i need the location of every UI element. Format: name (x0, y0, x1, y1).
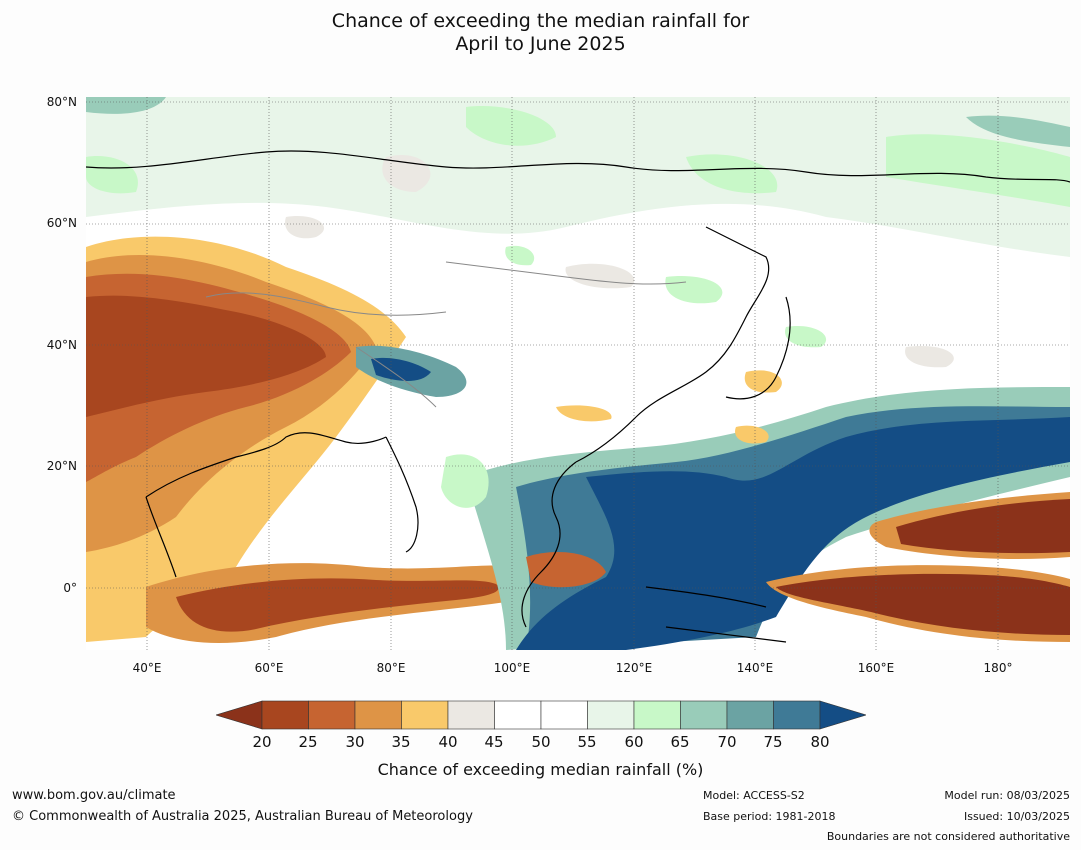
lon-label-160e: 160°E (857, 661, 895, 675)
rainfall-probability-map (86, 97, 1070, 650)
colorbar-tick-60: 60 (624, 733, 644, 751)
colorbar-bin-65-70 (680, 700, 728, 730)
colorbar-tick-65: 65 (670, 733, 690, 751)
lon-label-140e: 140°E (736, 661, 774, 675)
colorbar-tick-45: 45 (484, 733, 504, 751)
colorbar-bin-30-35 (354, 700, 402, 730)
graticule (86, 97, 1070, 650)
colorbar-tick-70: 70 (717, 733, 737, 751)
maritime-continent-well-above-median (516, 417, 1070, 650)
chart-title-line-2: April to June 2025 (455, 33, 626, 55)
colorbar-extend-high (819, 700, 866, 730)
colorbar-bin-75-80 (773, 700, 821, 730)
colorbar-tick-55: 55 (577, 733, 597, 751)
arctic-grey-patches (285, 155, 431, 239)
bay-of-bengal-above-median (441, 454, 489, 508)
east-asia-neutral-patches (565, 263, 954, 368)
colorbar-extend-low (216, 700, 263, 730)
colorbar-bin-25-30 (308, 700, 356, 730)
colorbar-tick-80: 80 (810, 733, 830, 751)
colorbar (216, 700, 866, 730)
colorbar-bin-55-60 (587, 700, 635, 730)
lat-label-equator: 0° (63, 581, 77, 595)
chart-title-line-1: Chance of exceeding the median rainfall … (331, 10, 750, 32)
colorbar-bin-45-50 (494, 700, 542, 730)
pacific-below-median-north-core (896, 499, 1070, 554)
colorbar-tick-35: 35 (391, 733, 411, 751)
model-name: Model: ACCESS-S2 (703, 789, 805, 802)
lon-label-40e: 40°E (132, 661, 162, 675)
colorbar-bin-20-25 (261, 700, 309, 730)
colorbar-tick-20: 20 (252, 733, 272, 751)
east-asia-below-median-patches (556, 370, 782, 444)
lat-label-40n: 40°N (46, 338, 77, 352)
copyright-notice: © Commonwealth of Australia 2025, Austra… (12, 809, 473, 824)
lon-label-80e: 80°E (376, 661, 406, 675)
south-china-sea-below-median (526, 552, 606, 588)
indian-ocean-below-median-core (176, 578, 499, 632)
colorbar-bin-40-45 (447, 700, 495, 730)
himalaya-above-median-core (371, 357, 431, 381)
issued-date: Issued: 10/03/2025 (963, 810, 1070, 823)
coastlines (86, 150, 1070, 643)
colorbar-bin-60-65 (633, 700, 681, 730)
lat-label-80n: 80°N (46, 95, 77, 109)
colorbar-tick-40: 40 (438, 733, 458, 751)
model-run-date: Model run: 08/03/2025 (944, 789, 1070, 802)
lon-label-120e: 120°E (615, 661, 653, 675)
colorbar-tick-25: 25 (298, 733, 318, 751)
lon-label-60e: 60°E (254, 661, 284, 675)
east-asia-above-median-patches (505, 245, 827, 348)
map-canvas (86, 97, 1070, 650)
pacific-below-median-south-core (776, 573, 1070, 635)
lat-label-60n: 60°N (46, 216, 77, 230)
colorbar-tick-75: 75 (763, 733, 783, 751)
lat-label-20n: 20°N (46, 459, 77, 473)
colorbar-tick-50: 50 (531, 733, 551, 751)
lon-label-180: 180° (983, 661, 1013, 675)
colorbar-tick-30: 30 (345, 733, 365, 751)
lon-label-100e: 100°E (493, 661, 531, 675)
colorbar-bin-70-75 (726, 700, 774, 730)
base-period: Base period: 1981-2018 (703, 810, 836, 823)
colorbar-bin-35-40 (401, 700, 449, 730)
country-borders (205, 261, 687, 408)
central-asia-below-median-very-strong (86, 295, 326, 417)
website-link[interactable]: www.bom.gov.au/climate (12, 788, 176, 803)
boundaries-disclaimer: Boundaries are not considered authoritat… (826, 830, 1070, 843)
colorbar-label: Chance of exceeding median rainfall (%) (377, 760, 704, 779)
colorbar-bin-50-55 (540, 700, 588, 730)
arctic-light-green-region (86, 97, 1070, 257)
